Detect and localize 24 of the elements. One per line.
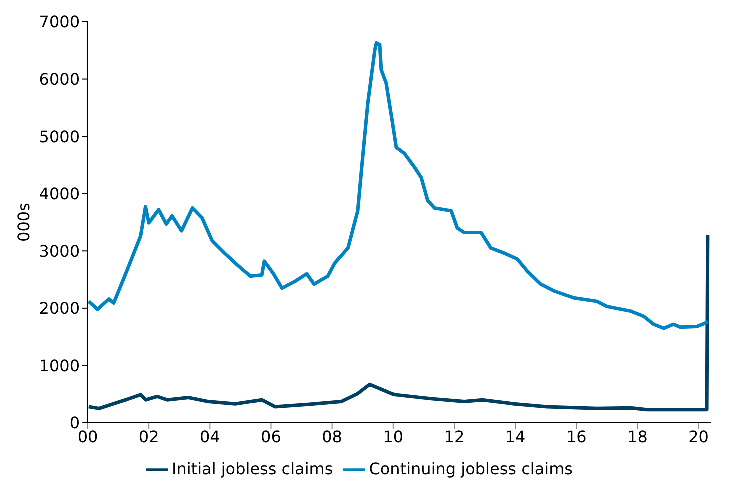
x-tick-label: 18 bbox=[628, 427, 648, 446]
y-tick-label: 0 bbox=[70, 414, 80, 433]
y-tick-label: 2000 bbox=[39, 299, 80, 318]
y-tick-label: 4000 bbox=[39, 184, 80, 204]
x-tick-label: 04 bbox=[200, 427, 220, 446]
y-tick-label: 1000 bbox=[39, 356, 80, 376]
x-tick-label: 02 bbox=[138, 427, 160, 446]
x-tick-label: 12 bbox=[444, 427, 465, 446]
y-tick-label: 7000 bbox=[39, 12, 80, 32]
legend-label: Continuing jobless claims bbox=[369, 459, 573, 478]
y-tick-label: 6000 bbox=[39, 70, 80, 89]
y-tick-label: 5000 bbox=[39, 127, 80, 146]
x-tick-label: 14 bbox=[505, 427, 526, 446]
x-tick-label: 20 bbox=[688, 427, 709, 446]
x-tick-label: 00 bbox=[78, 427, 98, 446]
y-axis-title: 000s bbox=[14, 203, 34, 242]
legend-label: Initial jobless claims bbox=[172, 459, 334, 478]
line-series bbox=[88, 233, 710, 412]
y-tick-label: 3000 bbox=[39, 242, 80, 261]
x-tick-label: 08 bbox=[322, 427, 342, 446]
line-series bbox=[88, 41, 710, 330]
x-tick-label: 06 bbox=[261, 427, 282, 446]
x-tick-label: 16 bbox=[566, 427, 587, 446]
x-tick-label: 10 bbox=[383, 427, 404, 446]
